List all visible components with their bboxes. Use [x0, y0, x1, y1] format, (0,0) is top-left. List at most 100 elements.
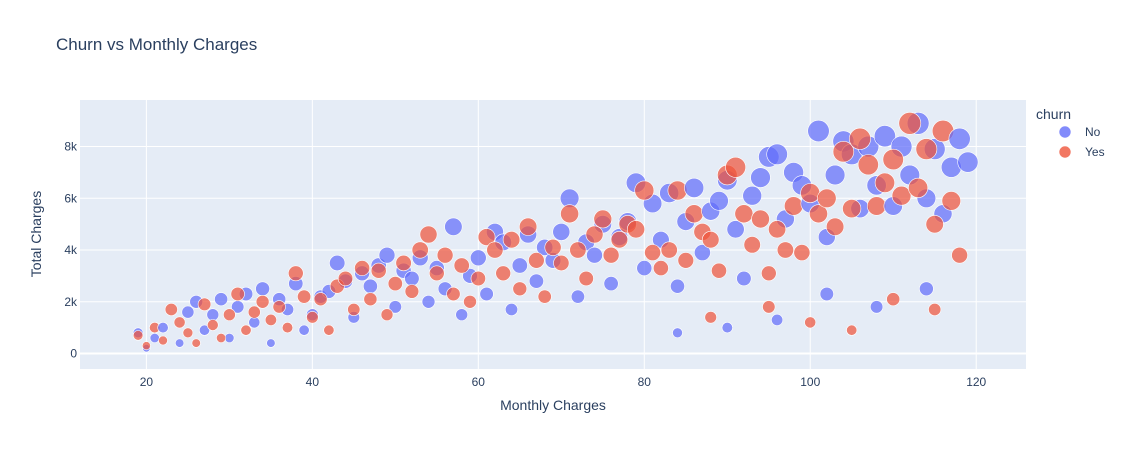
- data-point-yes: [667, 180, 688, 201]
- data-point-yes: [701, 231, 720, 249]
- data-point-yes: [951, 246, 968, 264]
- data-point-yes: [915, 138, 938, 160]
- data-point-no: [869, 300, 884, 314]
- data-point-no: [824, 164, 846, 186]
- data-point-yes: [370, 262, 387, 279]
- data-point-yes: [817, 188, 837, 209]
- data-point-yes: [866, 196, 887, 216]
- data-point-no: [511, 257, 528, 274]
- data-point-yes: [743, 236, 761, 254]
- legend-items: No Yes: [1058, 125, 1105, 159]
- data-point-yes: [197, 297, 212, 311]
- data-point-yes: [281, 322, 294, 334]
- data-point-no: [736, 270, 752, 287]
- data-point-yes: [306, 311, 319, 324]
- data-point-yes: [173, 316, 186, 329]
- data-point-no: [266, 338, 276, 348]
- y-axis-title: Total Charges: [28, 191, 44, 277]
- data-point-no: [199, 324, 211, 336]
- data-point-no: [709, 191, 729, 211]
- data-point-no: [181, 305, 195, 319]
- data-point-yes: [711, 262, 727, 279]
- data-point-yes: [132, 330, 144, 341]
- data-point-yes: [751, 209, 770, 229]
- data-point-yes: [287, 265, 304, 282]
- legend-item-yes[interactable]: Yes: [1058, 145, 1105, 159]
- data-point-yes: [762, 300, 776, 314]
- data-point-yes: [470, 270, 486, 287]
- data-point-yes: [644, 244, 662, 262]
- data-point-no: [771, 313, 784, 326]
- data-point-yes: [560, 204, 580, 224]
- chart-title: Churn vs Monthly Charges: [56, 35, 257, 54]
- data-point-no: [670, 278, 685, 294]
- data-point-no: [175, 338, 185, 348]
- data-point-no: [552, 222, 571, 241]
- data-point-yes: [453, 257, 470, 274]
- data-point-yes: [768, 220, 787, 239]
- data-point-yes: [886, 292, 901, 307]
- data-point-yes: [704, 311, 717, 324]
- data-point-no: [957, 151, 979, 173]
- data-point-no: [750, 167, 771, 188]
- x-axis-ticks: 20 40 60 80 100 120: [140, 375, 987, 389]
- data-point-no: [726, 220, 745, 239]
- data-point-no: [421, 294, 436, 309]
- data-point-no: [766, 143, 788, 166]
- data-point-yes: [428, 265, 445, 282]
- data-point-yes: [164, 302, 178, 316]
- data-point-yes: [846, 324, 858, 336]
- legend-item-no[interactable]: No: [1058, 125, 1101, 139]
- x-tick-label: 80: [638, 375, 652, 389]
- data-point-yes: [569, 241, 587, 259]
- data-point-yes: [602, 246, 620, 264]
- data-point-no: [528, 273, 544, 289]
- data-point-yes: [411, 241, 429, 259]
- data-point-no: [807, 119, 830, 143]
- data-point-yes: [882, 148, 904, 171]
- data-point-no: [570, 289, 585, 304]
- data-point-yes: [255, 294, 270, 309]
- x-tick-label: 20: [140, 375, 154, 389]
- x-tick-label: 40: [306, 375, 320, 389]
- data-point-no: [255, 281, 270, 297]
- data-point-no: [603, 276, 619, 292]
- data-point-yes: [207, 319, 219, 331]
- data-point-yes: [363, 292, 378, 307]
- data-point-no: [469, 249, 487, 267]
- data-point-yes: [585, 225, 604, 244]
- data-point-yes: [512, 281, 528, 297]
- x-axis-title: Monthly Charges: [500, 397, 606, 413]
- data-point-yes: [419, 225, 438, 244]
- data-point-yes: [436, 246, 454, 264]
- data-point-yes: [793, 244, 811, 262]
- data-point-yes: [857, 154, 879, 176]
- data-point-yes: [223, 308, 236, 322]
- data-point-no: [404, 270, 420, 287]
- data-point-no: [742, 185, 763, 206]
- data-point-yes: [247, 305, 261, 319]
- data-point-yes: [804, 316, 817, 329]
- data-point-no: [479, 286, 494, 302]
- data-point-yes: [528, 252, 545, 269]
- data-point-yes: [809, 204, 828, 224]
- data-point-yes: [387, 276, 403, 292]
- data-point-yes: [825, 217, 845, 236]
- legend-marker: [1058, 145, 1072, 159]
- data-point-no: [684, 177, 705, 198]
- data-point-yes: [537, 289, 552, 304]
- data-point-yes: [446, 286, 461, 302]
- data-point-yes: [874, 172, 896, 193]
- data-point-no: [362, 278, 378, 294]
- data-point-no: [694, 244, 711, 262]
- data-point-no: [444, 217, 463, 236]
- y-tick-label: 6k: [64, 191, 78, 205]
- data-point-yes: [725, 156, 747, 178]
- data-point-yes: [158, 335, 168, 346]
- data-point-yes: [182, 327, 194, 339]
- data-point-yes: [800, 183, 821, 204]
- data-point-yes: [240, 324, 252, 336]
- data-point-yes: [684, 204, 704, 224]
- data-point-yes: [463, 294, 477, 309]
